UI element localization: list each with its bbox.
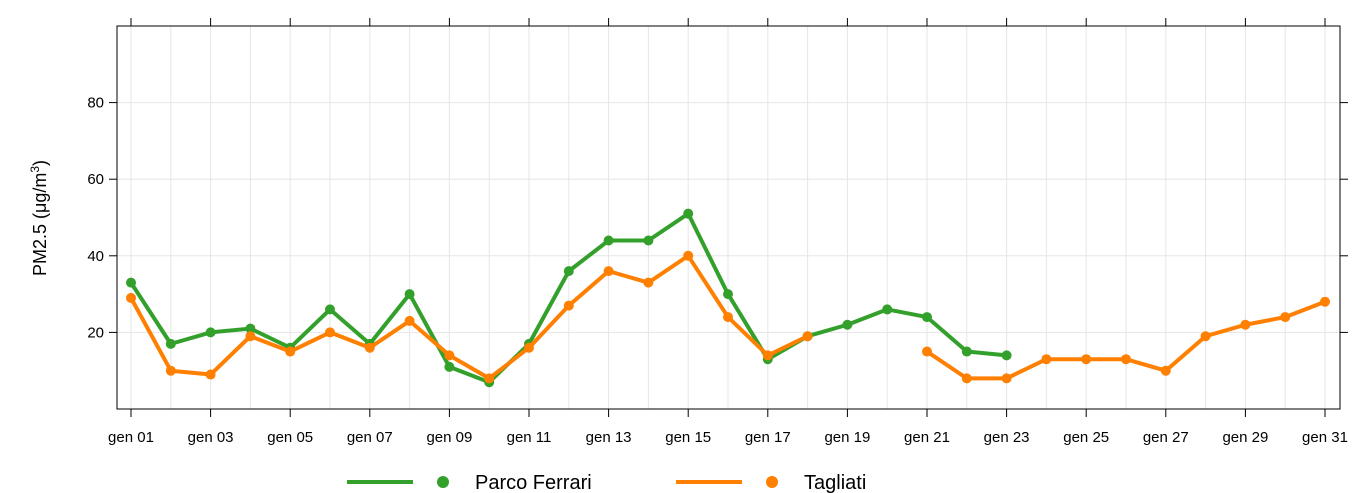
point-parco-ferrari xyxy=(961,346,972,357)
point-tagliati xyxy=(205,369,216,380)
point-tagliati xyxy=(1081,354,1092,365)
y-tick-label: 40 xyxy=(87,248,104,265)
point-tagliati xyxy=(643,277,654,288)
y-tick-label: 20 xyxy=(87,324,104,341)
point-tagliati xyxy=(285,346,296,357)
x-tick-label: gen 31 xyxy=(1302,429,1348,446)
point-tagliati xyxy=(1320,296,1330,307)
point-tagliati xyxy=(802,331,813,342)
point-tagliati xyxy=(484,373,495,384)
x-tick-label: gen 19 xyxy=(824,429,870,446)
point-tagliati xyxy=(245,331,256,342)
point-parco-ferrari xyxy=(563,266,574,277)
point-parco-ferrari xyxy=(643,235,654,246)
point-parco-ferrari xyxy=(882,304,893,315)
x-tick-label: gen 09 xyxy=(426,429,472,446)
x-tick-label: gen 13 xyxy=(586,429,632,446)
point-tagliati xyxy=(762,350,773,361)
point-tagliati xyxy=(524,342,534,353)
x-tick-label: gen 17 xyxy=(745,429,791,446)
x-tick-label: gen 21 xyxy=(904,429,950,446)
point-tagliati xyxy=(165,365,176,376)
point-parco-ferrari xyxy=(126,277,136,288)
y-tick-label: 80 xyxy=(87,95,104,112)
point-tagliati xyxy=(563,300,574,311)
x-tick-label: gen 07 xyxy=(347,429,393,446)
point-parco-ferrari xyxy=(723,289,733,300)
point-parco-ferrari xyxy=(603,235,614,246)
y-axis-label: PM2.5 (μg/m3) xyxy=(28,160,50,276)
legend-label-tagliati: Tagliati xyxy=(804,472,866,493)
y-tick-label: 60 xyxy=(87,171,104,188)
x-tick-label: gen 05 xyxy=(267,429,313,446)
point-parco-ferrari xyxy=(444,361,455,372)
point-parco-ferrari xyxy=(165,338,176,349)
point-tagliati xyxy=(1240,319,1251,330)
x-tick-label: gen 03 xyxy=(188,429,234,446)
point-parco-ferrari xyxy=(205,327,216,338)
point-tagliati xyxy=(961,373,972,384)
legend-marker-tagliati xyxy=(766,476,778,488)
series-line-tagliati xyxy=(129,253,810,381)
point-parco-ferrari xyxy=(842,319,853,330)
plot-frame xyxy=(116,25,1341,410)
x-tick-label: gen 23 xyxy=(984,429,1030,446)
grid-lines xyxy=(117,26,1340,409)
point-tagliati xyxy=(1160,365,1171,376)
point-tagliati xyxy=(1121,354,1131,365)
point-tagliati xyxy=(683,250,694,261)
axes: gen 01 gen 03 gen 05 gen 07 gen 09 gen 11 gen … xyxy=(87,18,1348,446)
point-parco-ferrari xyxy=(922,312,932,323)
legend-label-parco-ferrari: Parco Ferrari xyxy=(475,472,592,493)
point-tagliati xyxy=(364,342,375,353)
point-tagliati xyxy=(404,315,415,326)
legend: Parco Ferrari Tagliati xyxy=(347,472,866,493)
legend-marker-parco-ferrari xyxy=(437,476,449,488)
point-tagliati xyxy=(1001,373,1012,384)
x-tick-label: gen 27 xyxy=(1143,429,1189,446)
point-parco-ferrari xyxy=(683,208,694,219)
point-tagliati xyxy=(1041,354,1052,365)
series-layer xyxy=(126,208,1330,388)
point-tagliati xyxy=(444,350,455,361)
x-tick-label: gen 25 xyxy=(1063,429,1109,446)
point-parco-ferrari xyxy=(1001,350,1012,361)
point-tagliati xyxy=(325,327,335,338)
point-tagliati xyxy=(1280,312,1291,323)
point-tagliati xyxy=(603,266,614,277)
point-tagliati xyxy=(126,292,136,303)
point-parco-ferrari xyxy=(245,323,256,334)
x-tick-label: gen 01 xyxy=(108,429,154,446)
x-tick-label: gen 11 xyxy=(507,429,552,446)
point-parco-ferrari xyxy=(325,304,335,315)
point-tagliati xyxy=(723,312,733,323)
point-tagliati xyxy=(922,346,932,357)
x-tick-label: gen 15 xyxy=(665,429,711,446)
point-parco-ferrari xyxy=(404,289,415,300)
x-tick-label: gen 29 xyxy=(1222,429,1268,446)
point-tagliati xyxy=(1200,331,1211,342)
